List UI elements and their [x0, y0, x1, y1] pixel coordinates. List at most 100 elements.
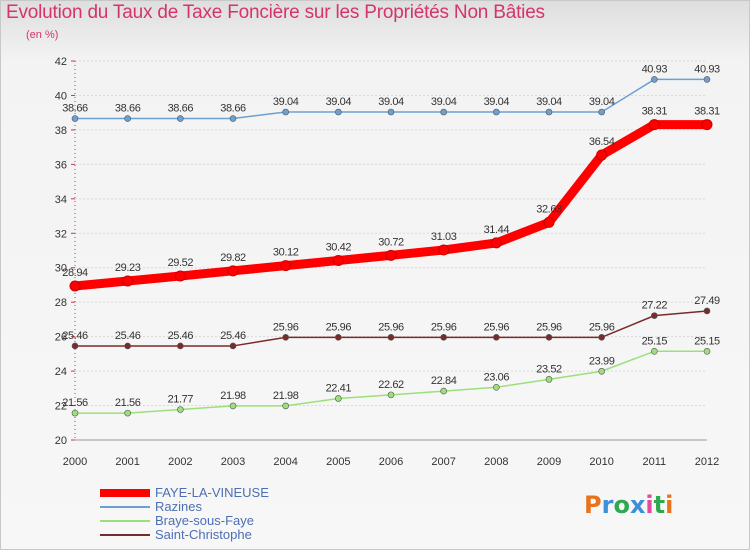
x-tick-label: 2011: [643, 456, 667, 468]
x-tick-label: 2000: [63, 456, 87, 468]
data-point: [440, 108, 447, 116]
data-point: [438, 244, 450, 256]
logo-letter: t: [653, 491, 666, 519]
y-tick-label: 32: [55, 228, 67, 240]
data-label: 40.93: [694, 63, 720, 75]
data-label: 30.72: [378, 236, 404, 248]
data-point: [282, 402, 289, 410]
data-point: [387, 108, 395, 116]
data-label: 36.54: [589, 136, 615, 148]
legend-label: Razines: [155, 499, 202, 514]
data-point: [69, 280, 81, 292]
y-tick-label: 22: [55, 401, 67, 413]
data-point: [490, 237, 502, 249]
data-label: 25.96: [589, 321, 615, 333]
data-point: [493, 383, 500, 391]
data-label: 38.31: [642, 106, 668, 118]
proxiti-logo: Proxiti: [584, 491, 673, 519]
logo-letter: i: [645, 491, 654, 519]
data-point: [177, 342, 184, 350]
data-point: [387, 391, 395, 399]
y-tick-label: 30: [55, 263, 67, 275]
data-label: 21.98: [273, 390, 299, 402]
y-tick-label: 42: [55, 56, 67, 68]
data-label: 39.04: [273, 96, 299, 108]
data-point: [335, 334, 342, 341]
data-point: [229, 342, 237, 350]
data-point: [174, 270, 186, 282]
y-tick-label: 28: [55, 297, 67, 309]
x-tick-label: 2009: [537, 456, 561, 468]
data-point: [701, 119, 713, 131]
data-label: 22.41: [326, 382, 352, 394]
logo-letter: P: [584, 491, 602, 519]
data-label: 39.04: [378, 96, 404, 108]
logo-letter: o: [613, 491, 630, 519]
data-point: [440, 387, 447, 395]
data-point: [124, 342, 131, 350]
data-label: 27.49: [694, 295, 720, 307]
data-point: [648, 119, 660, 131]
data-point: [703, 307, 711, 315]
legend-swatch: [100, 520, 150, 522]
data-point: [282, 334, 289, 341]
data-label: 25.15: [694, 335, 720, 347]
data-label: 25.46: [220, 330, 246, 342]
x-tick-label: 2010: [589, 456, 613, 468]
data-point: [545, 108, 553, 116]
legend-label: Braye-sous-Faye: [155, 513, 254, 528]
y-tick-label: 20: [55, 435, 67, 447]
data-label: 38.66: [62, 103, 88, 115]
data-label: 38.66: [115, 103, 141, 115]
data-point: [71, 409, 79, 417]
data-label: 25.96: [378, 321, 404, 333]
data-point: [122, 275, 134, 287]
data-point: [493, 108, 500, 116]
data-point: [545, 334, 553, 341]
data-label: 39.04: [589, 96, 615, 108]
data-label: 25.46: [168, 330, 194, 342]
data-label: 22.84: [431, 375, 457, 387]
y-tick-label: 40: [55, 90, 67, 102]
data-point: [282, 108, 289, 116]
x-tick-label: 2004: [273, 456, 297, 468]
x-tick-label: 2002: [168, 456, 192, 468]
data-point: [651, 312, 658, 319]
data-point: [229, 402, 237, 410]
data-label: 39.04: [536, 96, 562, 108]
data-point: [598, 334, 605, 341]
data-label: 25.15: [642, 335, 668, 347]
data-point: [335, 395, 342, 402]
data-point: [71, 115, 79, 122]
data-label: 21.56: [115, 397, 141, 409]
data-label: 32.63: [536, 203, 562, 215]
data-point: [543, 216, 555, 228]
y-tick-label: 38: [55, 125, 67, 137]
data-label: 28.94: [62, 267, 88, 279]
legend-label: FAYE-LA-VINEUSE: [155, 485, 269, 500]
data-point: [71, 342, 79, 350]
data-label: 30.42: [326, 241, 352, 253]
logo-letter: i: [665, 491, 674, 519]
data-label: 22.62: [378, 379, 404, 391]
y-tick-label: 24: [55, 366, 67, 378]
data-label: 30.12: [273, 247, 299, 259]
data-point: [598, 108, 605, 116]
data-point: [177, 115, 184, 122]
data-label: 25.46: [115, 330, 141, 342]
data-point: [124, 115, 131, 122]
y-tick-label: 36: [55, 159, 67, 171]
legend-swatch: [100, 506, 150, 508]
data-point: [229, 115, 237, 122]
x-tick-label: 2005: [326, 456, 350, 468]
legend-swatch: [100, 489, 150, 497]
data-point: [703, 347, 711, 355]
data-point: [280, 260, 292, 272]
data-label: 21.56: [62, 397, 88, 409]
data-point: [332, 254, 344, 266]
data-label: 39.04: [484, 96, 510, 108]
data-label: 39.04: [326, 96, 352, 108]
data-point: [596, 149, 608, 161]
